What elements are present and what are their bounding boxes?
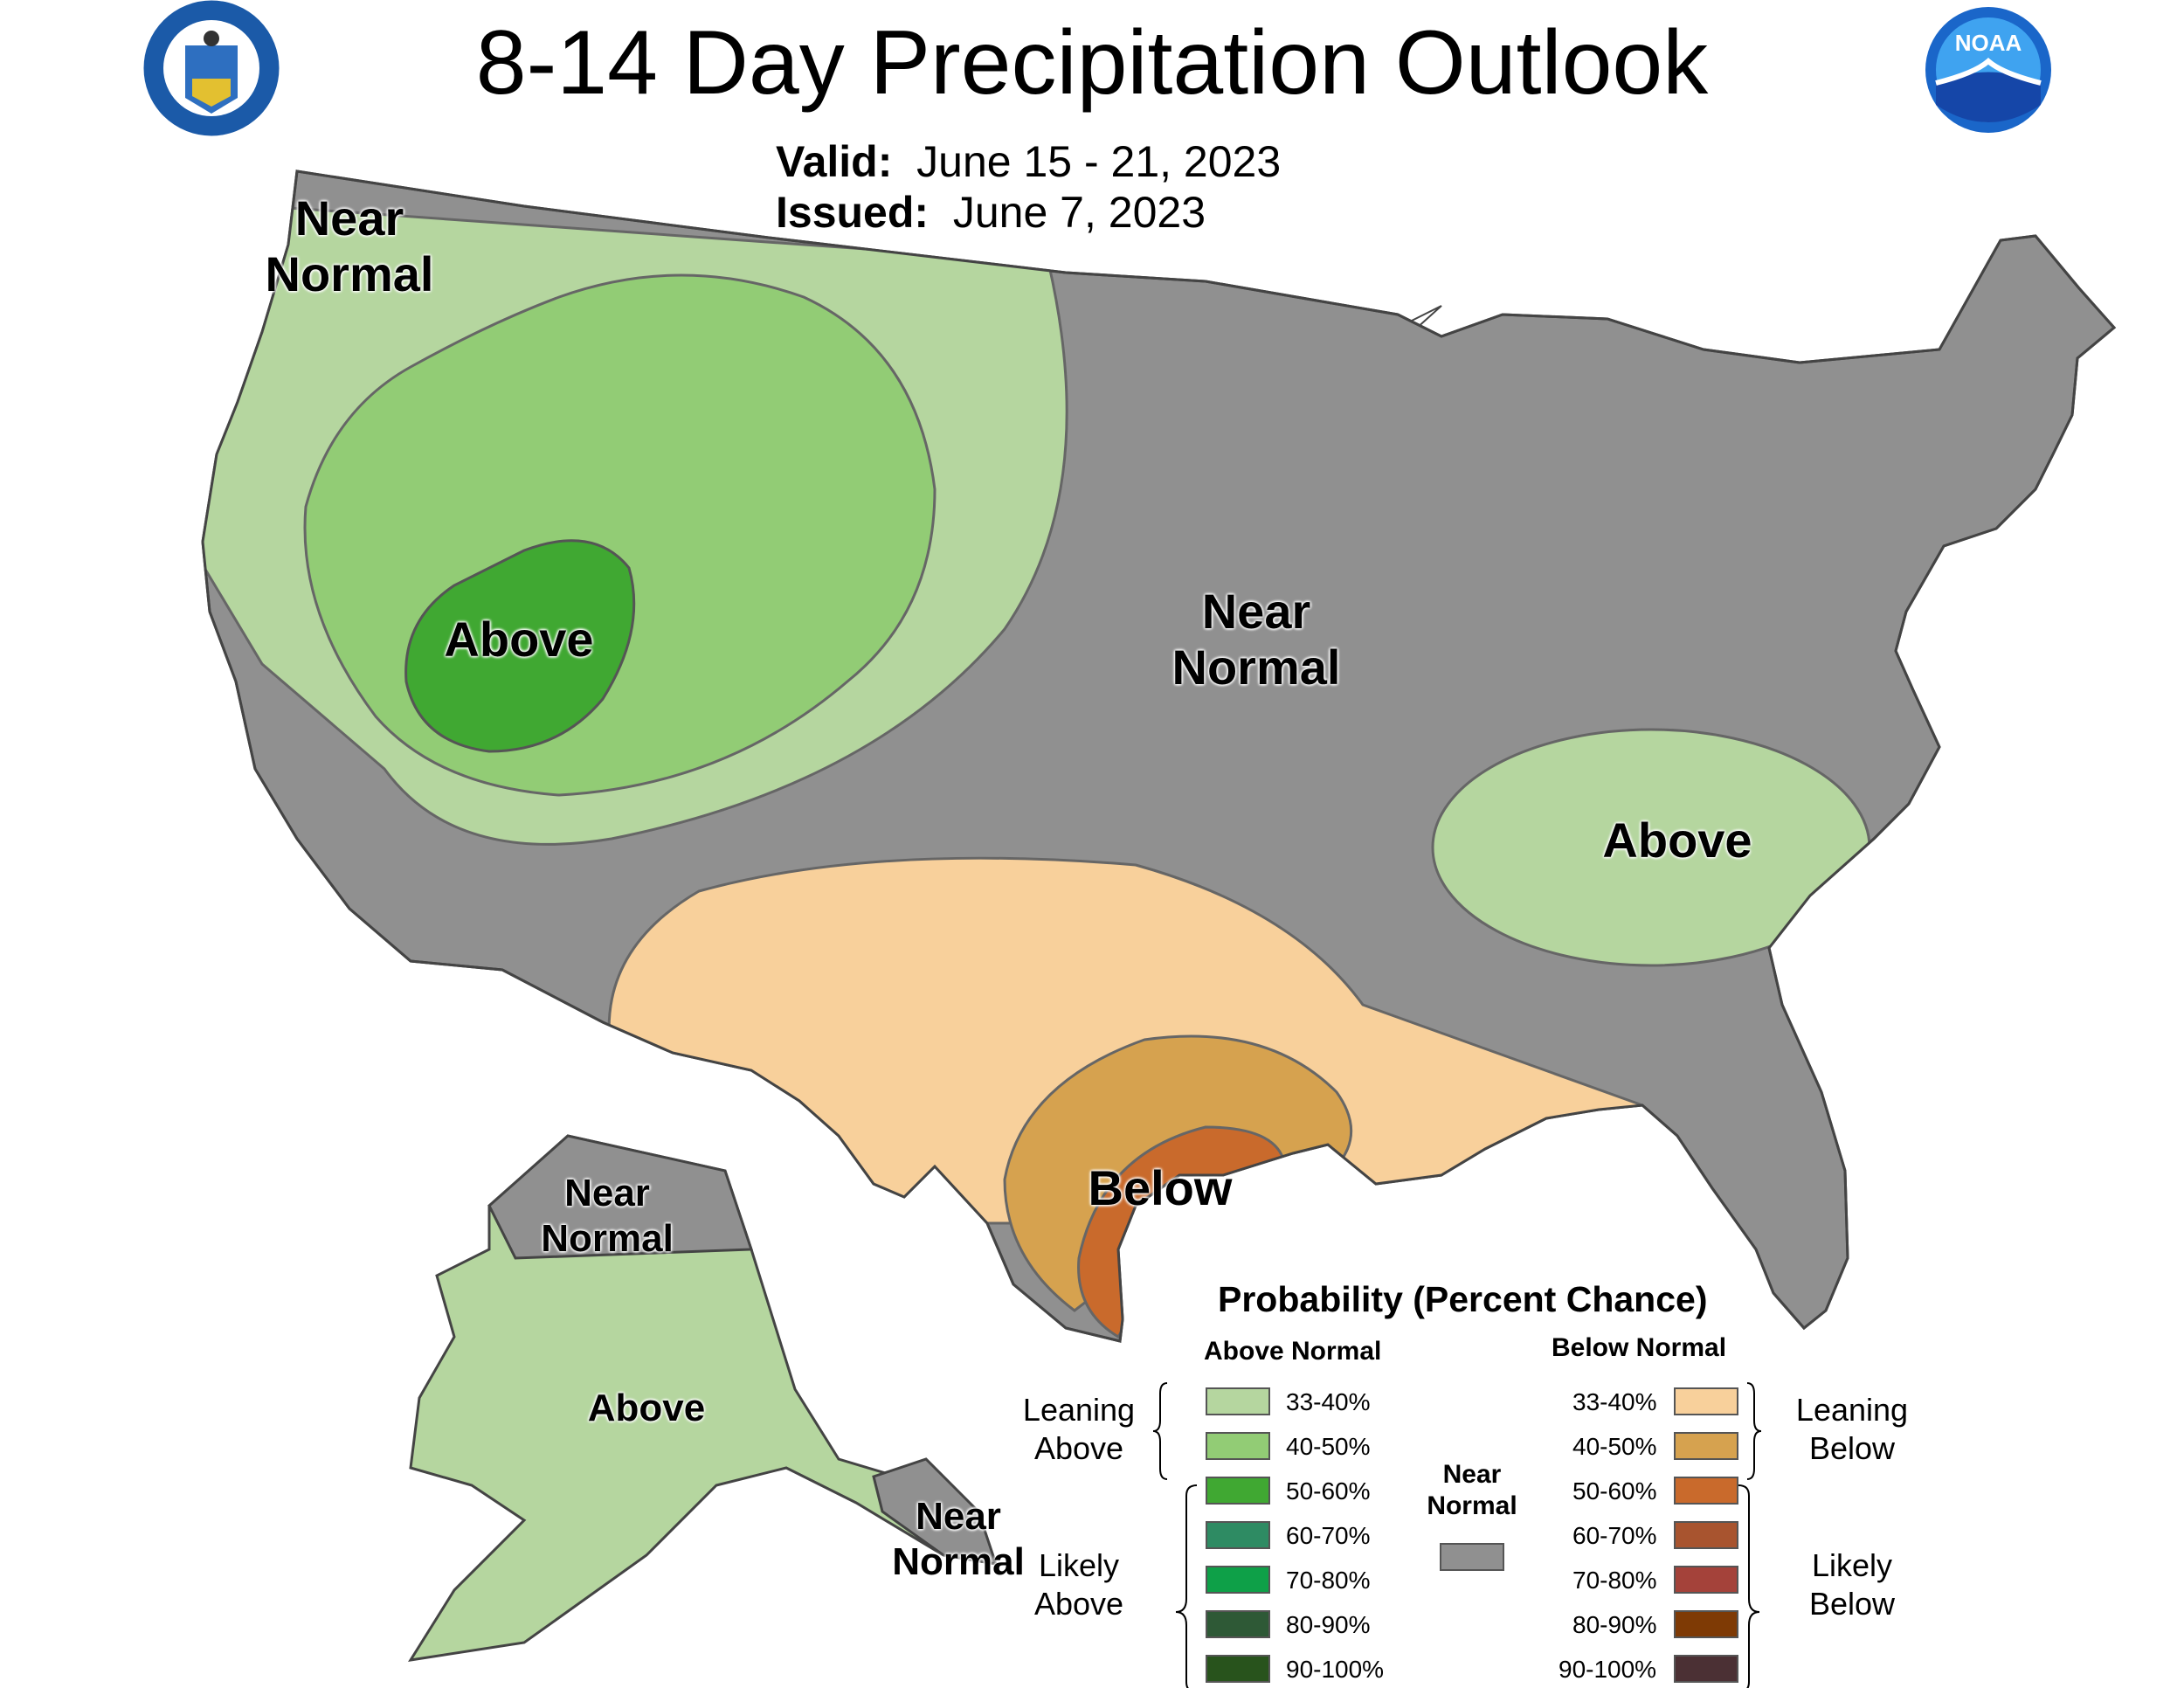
- region-label-alaska: Above: [587, 1387, 706, 1429]
- region-label-west-core: Above: [444, 612, 594, 667]
- legend-likely-below: Likely Below: [1808, 1547, 1896, 1622]
- legend-below-swatch: [1674, 1655, 1738, 1683]
- legend-leaning-below: Leaning Below: [1795, 1392, 1909, 1466]
- alaska-north-near-normal: [487, 1134, 754, 1260]
- valid-label: Valid:: [776, 137, 893, 186]
- legend-near-normal-swatch: [1440, 1543, 1504, 1571]
- legend-above-swatch: [1206, 1566, 1270, 1594]
- issued-date: June 7, 2023: [952, 188, 1206, 237]
- issued-line: Issued: June 7, 2023: [776, 187, 1206, 238]
- alaska-southeast-near-normal: [872, 1457, 999, 1566]
- legend-below-label: 40-50%: [1572, 1433, 1657, 1460]
- legend-below-swatch: [1674, 1521, 1738, 1549]
- legend-below-swatch: [1674, 1432, 1738, 1460]
- region-label-central: Near Normal: [1171, 584, 1341, 695]
- alaska: [407, 1134, 999, 1662]
- legend-above-swatch: [1206, 1432, 1270, 1460]
- legend-above-label: 50-60%: [1286, 1477, 1371, 1505]
- legend-above-swatch: [1206, 1655, 1270, 1683]
- legend-below-swatch: [1674, 1566, 1738, 1594]
- legend-above-swatch: [1206, 1610, 1270, 1638]
- noaa-logo-text: NOAA: [1955, 30, 2022, 56]
- legend-below-label: 90-100%: [1559, 1656, 1657, 1683]
- legend-above-label: 40-50%: [1286, 1433, 1371, 1460]
- issued-label: Issued:: [776, 188, 930, 237]
- region-label-alaska-north: Near Normal: [541, 1172, 674, 1260]
- valid-dates: June 15 - 21, 2023: [916, 137, 1282, 186]
- legend-likely-above: Likely Above: [1033, 1547, 1124, 1622]
- legend-above-head: Above Normal: [1204, 1337, 1382, 1366]
- legend-brackets: [1152, 1382, 1762, 1688]
- legend-above-swatch: [1206, 1477, 1270, 1505]
- legend-below-label: 80-90%: [1572, 1611, 1657, 1638]
- noaa-logo-icon: NOAA: [1925, 7, 2051, 133]
- west-above-50-60: [404, 539, 636, 753]
- legend-above-label: 70-80%: [1286, 1567, 1371, 1594]
- legend-above-label: 90-100%: [1286, 1656, 1385, 1683]
- legend-below-label: 50-60%: [1572, 1477, 1657, 1505]
- commerce-seal-icon: [143, 0, 280, 136]
- legend-below-swatch: [1674, 1477, 1738, 1505]
- legend-below-label: 70-80%: [1572, 1567, 1657, 1594]
- legend-below-head: Below Normal: [1552, 1333, 1727, 1362]
- legend-near-normal-label: Near Normal: [1427, 1460, 1517, 1520]
- legend-above-swatch: [1206, 1521, 1270, 1549]
- region-label-northwest: Near Normal: [265, 190, 434, 301]
- region-label-southeast: Above: [1602, 813, 1752, 868]
- region-label-alaska-southeast: Near Normal: [892, 1495, 1025, 1583]
- valid-line: Valid: June 15 - 21, 2023: [776, 136, 1281, 187]
- page-title: 8-14 Day Precipitation Outlook: [475, 12, 1709, 114]
- legend-below-swatch: [1674, 1610, 1738, 1638]
- legend-above-label: 60-70%: [1286, 1522, 1371, 1549]
- legend-title: Probability (Percent Chance): [1218, 1279, 1708, 1319]
- legend-below-swatch: [1674, 1387, 1738, 1415]
- legend-above-label: 80-90%: [1286, 1611, 1371, 1638]
- legend-above-swatch: [1206, 1387, 1270, 1415]
- alaska-above: [407, 1134, 999, 1662]
- legend-below-label: 33-40%: [1572, 1388, 1657, 1415]
- region-label-texas: Below: [1088, 1160, 1233, 1215]
- legend-leaning-above: Leaning Above: [1022, 1392, 1136, 1466]
- legend-above-label: 33-40%: [1286, 1388, 1371, 1415]
- legend-below-label: 60-70%: [1572, 1522, 1657, 1549]
